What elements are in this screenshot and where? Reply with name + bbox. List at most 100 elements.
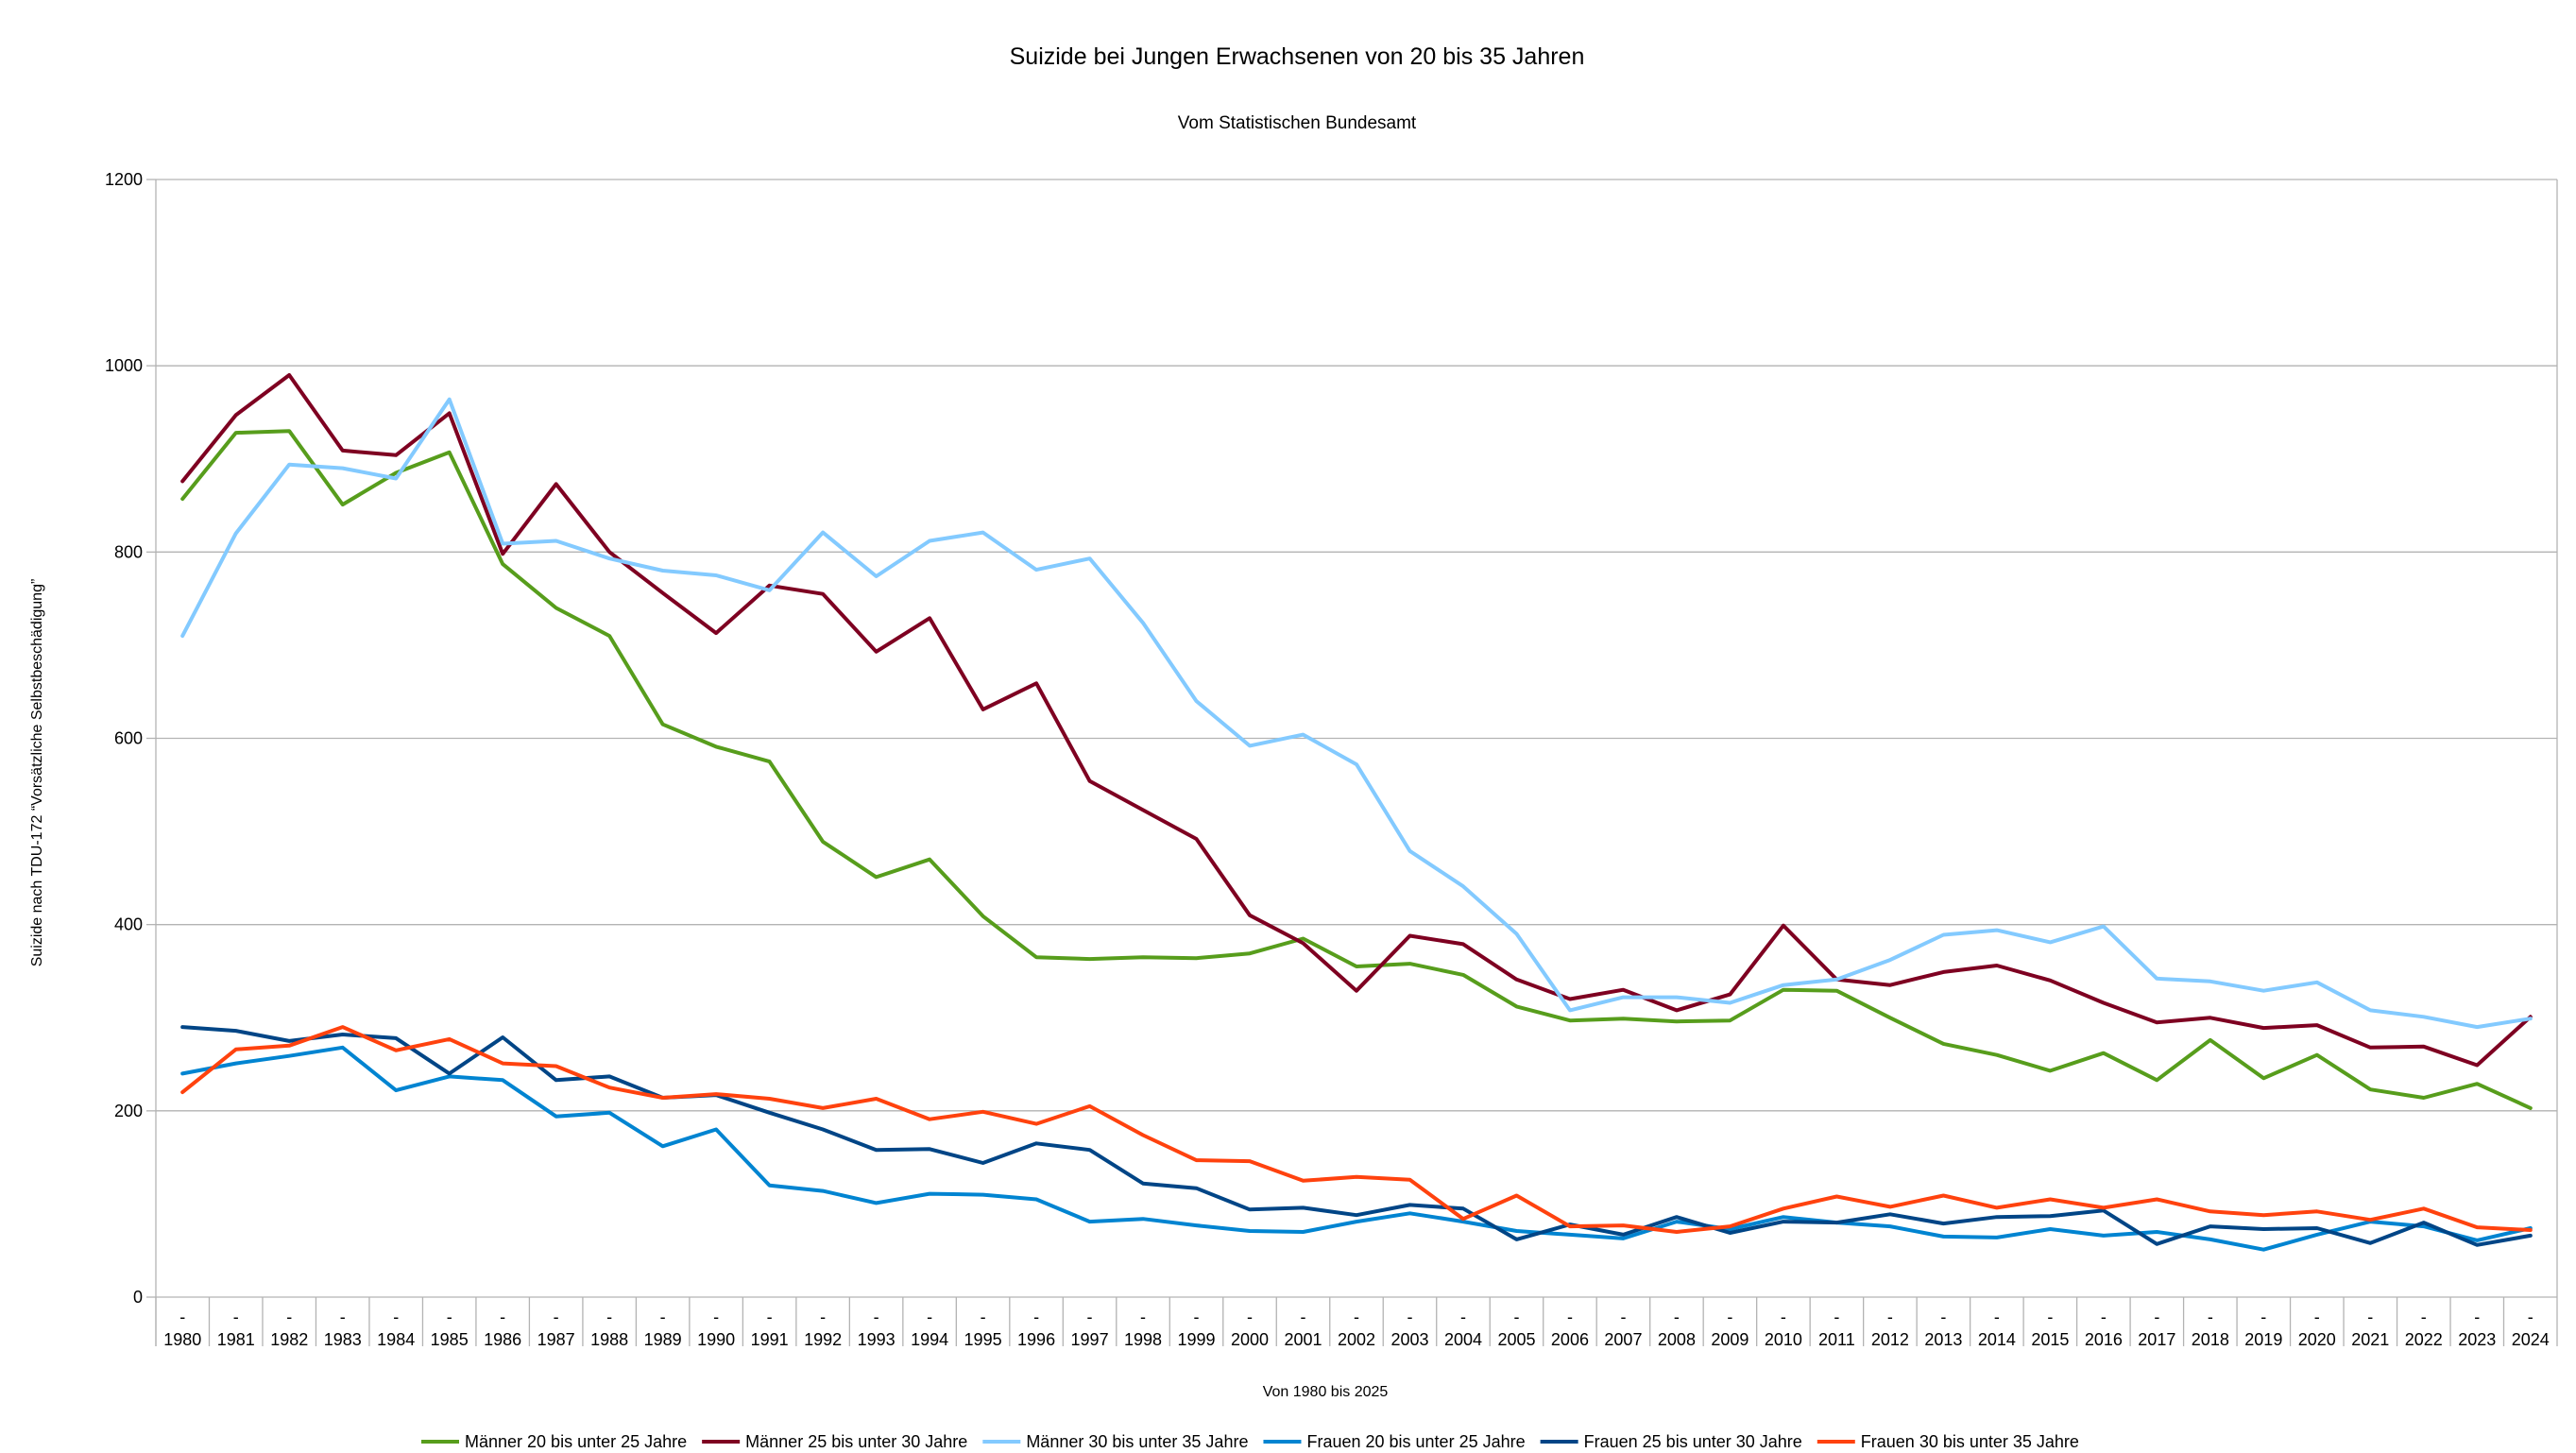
- x-tick-dash: -: [2421, 1308, 2427, 1326]
- x-tick-dash: -: [660, 1308, 666, 1326]
- series-line: [180, 373, 2533, 1068]
- x-tick-dash: -: [2208, 1308, 2213, 1326]
- x-tick-dash: -: [2314, 1308, 2320, 1326]
- x-tick-label: 2009: [1711, 1330, 1749, 1349]
- x-tick-label: 2021: [2351, 1330, 2389, 1349]
- x-tick-label: 2007: [1604, 1330, 1642, 1349]
- x-tick-dash: -: [2474, 1308, 2480, 1326]
- x-tick-label: 2003: [1390, 1330, 1428, 1349]
- x-tick-label: 1980: [163, 1330, 201, 1349]
- x-tick-label: 1998: [1124, 1330, 1162, 1349]
- x-tick-label: 1995: [964, 1330, 1002, 1349]
- x-tick-label: 1983: [324, 1330, 362, 1349]
- y-axis-ticks: 0 200 400 600 800 1000 1200: [105, 170, 156, 1307]
- y-axis-label: Suizide nach TDU-172 “Vorsätzliche Selbs…: [29, 579, 45, 967]
- y-tick-label: 600: [114, 729, 143, 748]
- x-tick-dash: -: [233, 1308, 239, 1326]
- x-tick-dash: -: [874, 1308, 879, 1326]
- x-tick-dash: -: [1674, 1308, 1680, 1326]
- x-tick-dash: -: [1620, 1308, 1626, 1326]
- x-tick-dash: -: [1940, 1308, 1946, 1326]
- series-line: [180, 429, 2533, 1110]
- x-tick-label: 2024: [2512, 1330, 2550, 1349]
- x-tick-dash: -: [1994, 1308, 2000, 1326]
- x-tick-label: 2023: [2458, 1330, 2496, 1349]
- gridlines: [156, 179, 2557, 1298]
- x-tick-label: 1986: [484, 1330, 521, 1349]
- x-tick-label: 2015: [2031, 1330, 2069, 1349]
- x-tick-label: 2020: [2298, 1330, 2336, 1349]
- x-tick-label: 1981: [217, 1330, 255, 1349]
- x-tick-label: 2011: [1818, 1330, 1855, 1349]
- x-tick-label: 2004: [1444, 1330, 1482, 1349]
- x-tick-dash: -: [1087, 1308, 1093, 1326]
- x-tick-label: 1999: [1178, 1330, 1216, 1349]
- x-tick-dash: -: [1033, 1308, 1039, 1326]
- x-tick-dash: -: [1567, 1308, 1573, 1326]
- series-lines: [180, 373, 2533, 1252]
- x-tick-label: 2002: [1338, 1330, 1375, 1349]
- x-tick-dash: -: [606, 1308, 612, 1326]
- x-tick-dash: -: [1887, 1308, 1893, 1326]
- x-tick-label: 1988: [590, 1330, 628, 1349]
- x-tick-label: 2000: [1231, 1330, 1269, 1349]
- x-tick-label: 2017: [2138, 1330, 2175, 1349]
- x-tick-label: 2018: [2192, 1330, 2229, 1349]
- y-tick-label: 1200: [105, 170, 143, 189]
- y-tick-label: 800: [114, 542, 143, 561]
- x-tick-dash: -: [767, 1308, 773, 1326]
- x-tick-dash: -: [2528, 1308, 2533, 1326]
- y-tick-label: 400: [114, 915, 143, 934]
- x-tick-label: 1982: [270, 1330, 308, 1349]
- x-tick-label: 2006: [1551, 1330, 1589, 1349]
- x-tick-label: 1987: [537, 1330, 575, 1349]
- legend-label: Männer 30 bis unter 35 Jahre: [1026, 1432, 1248, 1451]
- legend-label: Frauen 30 bis unter 35 Jahre: [1861, 1432, 2079, 1451]
- x-tick-dash: -: [393, 1308, 399, 1326]
- x-tick-label: 1989: [644, 1330, 682, 1349]
- x-tick-dash: -: [1407, 1308, 1412, 1326]
- legend-label: Männer 20 bis unter 25 Jahre: [465, 1432, 687, 1451]
- legend-label: Frauen 25 bis unter 30 Jahre: [1584, 1432, 1802, 1451]
- x-tick-dash: -: [1460, 1308, 1466, 1326]
- x-tick-label: 2001: [1284, 1330, 1322, 1349]
- chart-subtitle: Vom Statistischen Bundesamt: [1178, 113, 1417, 133]
- x-tick-dash: -: [1301, 1308, 1306, 1326]
- plot-frame: [155, 179, 2558, 1346]
- x-tick-label: 1996: [1017, 1330, 1055, 1349]
- x-tick-label: 1991: [751, 1330, 789, 1349]
- legend: Männer 20 bis unter 25 Jahre Männer 25 bi…: [421, 1432, 2079, 1451]
- x-tick-dash: -: [554, 1308, 559, 1326]
- x-tick-dash: -: [1727, 1308, 1732, 1326]
- x-tick-dash: -: [981, 1308, 986, 1326]
- x-tick-label: 2005: [1497, 1330, 1535, 1349]
- x-tick-dash: -: [1247, 1308, 1253, 1326]
- x-tick-dash: -: [1834, 1308, 1839, 1326]
- x-tick-dash: -: [2047, 1308, 2053, 1326]
- x-tick-dash: -: [2260, 1308, 2266, 1326]
- x-tick-dash: -: [1194, 1308, 1200, 1326]
- x-tick-dash: -: [713, 1308, 719, 1326]
- x-tick-label: 2010: [1765, 1330, 1802, 1349]
- x-tick-label: 1992: [804, 1330, 842, 1349]
- x-tick-label: 2022: [2405, 1330, 2443, 1349]
- y-tick-label: 200: [114, 1102, 143, 1120]
- x-tick-dash: -: [1354, 1308, 1359, 1326]
- x-tick-dash: -: [820, 1308, 826, 1326]
- series-line: [180, 1045, 2533, 1252]
- y-tick-label: 1000: [105, 356, 143, 375]
- series-line: [180, 397, 2533, 1030]
- x-tick-label: 2008: [1658, 1330, 1696, 1349]
- legend-label: Frauen 20 bis unter 25 Jahre: [1306, 1432, 1525, 1451]
- x-tick-dash: -: [447, 1308, 452, 1326]
- x-tick-dash: -: [1513, 1308, 1519, 1326]
- x-tick-label: 2012: [1871, 1330, 1909, 1349]
- x-tick-label: 1984: [377, 1330, 415, 1349]
- x-tick-dash: -: [340, 1308, 346, 1326]
- x-tick-label: 2019: [2244, 1330, 2282, 1349]
- x-tick-label: 1993: [858, 1330, 896, 1349]
- legend-label: Männer 25 bis unter 30 Jahre: [745, 1432, 967, 1451]
- x-tick-dash: -: [1781, 1308, 1786, 1326]
- x-tick-dash: -: [927, 1308, 932, 1326]
